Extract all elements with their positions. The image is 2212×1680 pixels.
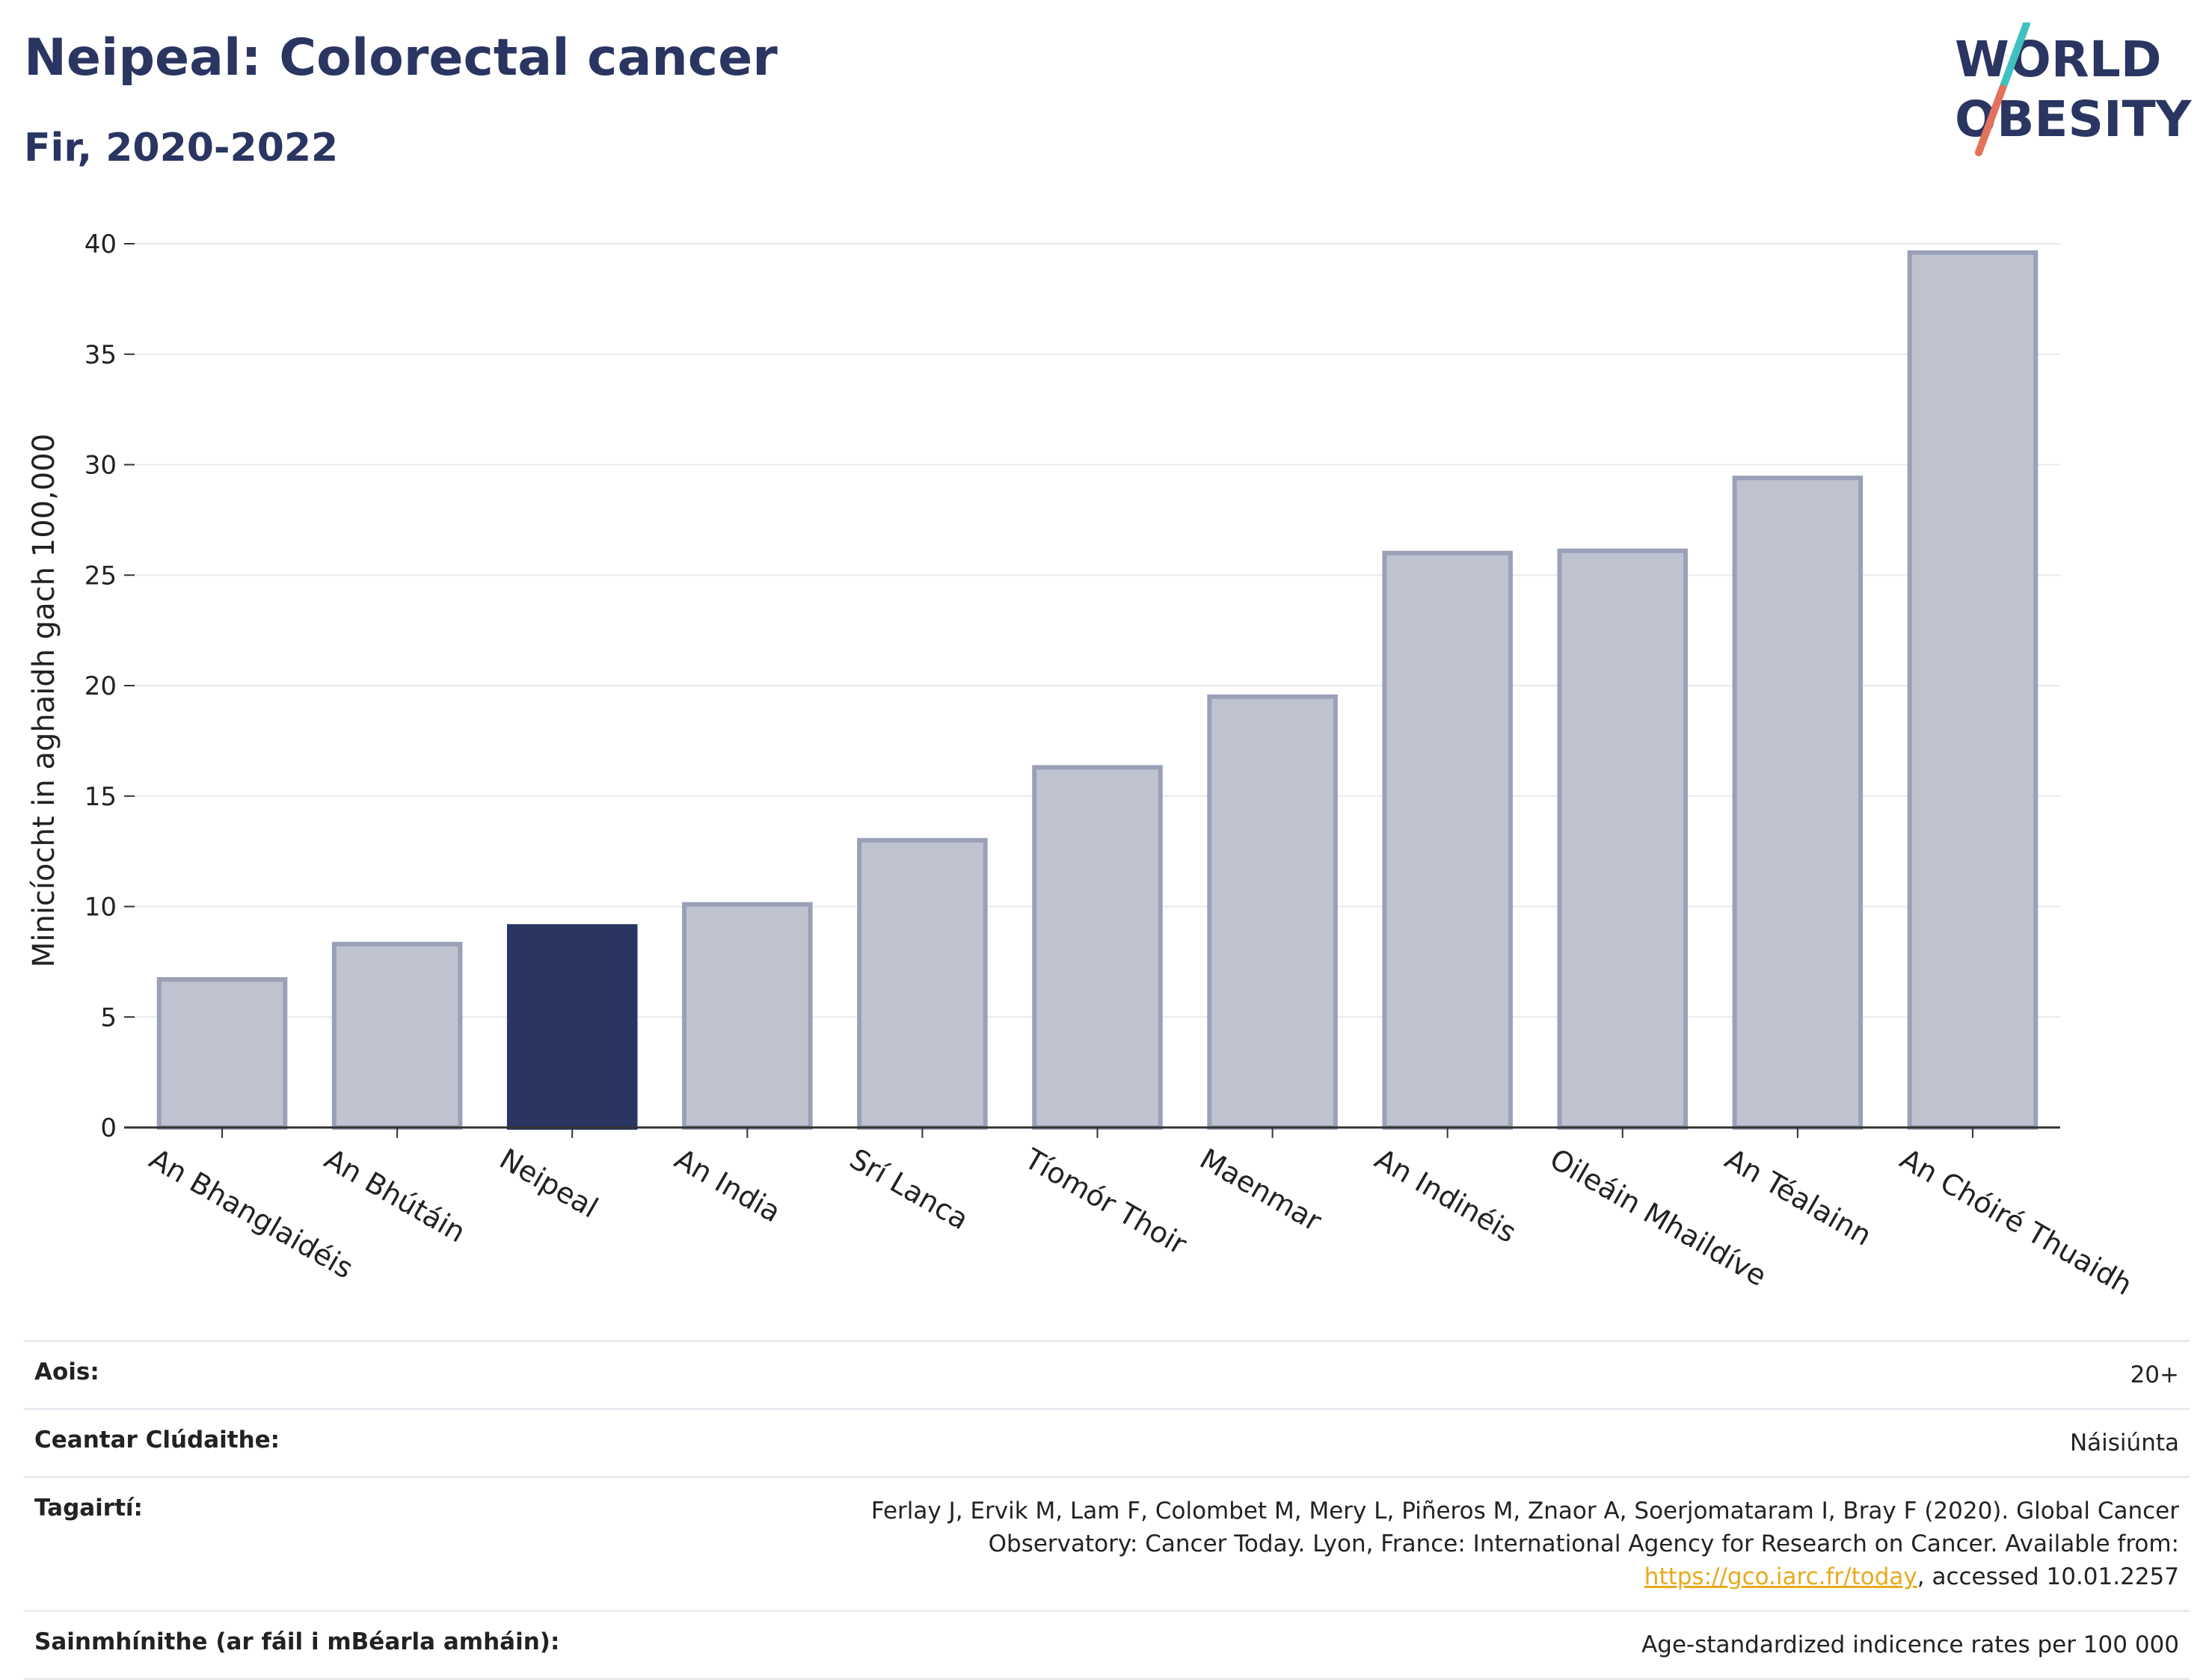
bar bbox=[857, 837, 988, 1130]
chart-subtitle: Fir, 2020-2022 bbox=[24, 126, 339, 170]
references-accessed: , accessed 10.01.2257 bbox=[1917, 1563, 2179, 1590]
y-tick-label: 25 bbox=[85, 561, 117, 591]
x-tick-label: Neipeal bbox=[494, 1142, 603, 1225]
x-tick-label: An Téalainn bbox=[1719, 1142, 1877, 1252]
x-tick-label: An Bhútáin bbox=[319, 1142, 471, 1249]
bar bbox=[682, 902, 813, 1130]
chart-title: Neipeal: Colorectal cancer bbox=[24, 28, 778, 87]
logo-slash-coral bbox=[1975, 84, 2006, 156]
bar bbox=[1557, 548, 1689, 1130]
world-obesity-logo: WORLD OBESITY bbox=[1955, 22, 2193, 156]
coverage-label: Ceantar Clúdaithe: bbox=[24, 1408, 718, 1477]
y-tick-label: 5 bbox=[100, 1003, 117, 1033]
bar bbox=[156, 977, 288, 1130]
x-tick-label: Tíomór Thoir bbox=[1019, 1142, 1193, 1261]
bar bbox=[1382, 550, 1513, 1130]
info-row-coverage: Ceantar Clúdaithe: Náisiúnta bbox=[24, 1408, 2190, 1477]
bar bbox=[1207, 694, 1338, 1130]
info-table: Aois: 20+ Ceantar Clúdaithe: Náisiúnta T… bbox=[24, 1340, 2190, 1680]
references-link[interactable]: https://gco.iarc.fr/today bbox=[1644, 1563, 1917, 1590]
logo-line1: WORLD bbox=[1955, 31, 2162, 88]
info-row-definitions: Sainmhínithe (ar fáil i mBéarla amháin):… bbox=[24, 1610, 2190, 1680]
y-tick-label: 0 bbox=[100, 1113, 117, 1143]
y-tick-label: 10 bbox=[85, 893, 117, 923]
info-row-age: Aois: 20+ bbox=[24, 1340, 2190, 1409]
bar bbox=[331, 941, 463, 1130]
x-tick-label: An India bbox=[669, 1142, 787, 1229]
bar-highlight bbox=[506, 924, 638, 1130]
y-tick-label: 15 bbox=[85, 782, 117, 812]
bar bbox=[1907, 250, 2039, 1130]
definitions-value: Age-standardized indicence rates per 100… bbox=[718, 1610, 2190, 1680]
y-axis-label: Minicíocht in aghaidh gach 100,000 bbox=[27, 434, 61, 967]
y-tick-label: 35 bbox=[85, 340, 117, 370]
age-value: 20+ bbox=[718, 1340, 2190, 1409]
bars bbox=[156, 250, 2039, 1130]
bar bbox=[1032, 765, 1163, 1130]
x-tick-label: Srí Lanca bbox=[844, 1142, 974, 1237]
x-tick-label: An Chóiré Thuaidh bbox=[1894, 1142, 2137, 1302]
references-value: Ferlay J, Ervik M, Lam F, Colombet M, Me… bbox=[718, 1476, 2190, 1611]
references-text: Ferlay J, Ervik M, Lam F, Colombet M, Me… bbox=[870, 1498, 2179, 1557]
logo-slash-teal bbox=[1999, 22, 2030, 92]
bar bbox=[1732, 476, 1864, 1130]
definitions-label: Sainmhínithe (ar fáil i mBéarla amháin): bbox=[24, 1610, 718, 1680]
references-label: Tagairtí: bbox=[24, 1476, 718, 1611]
x-tick-label: Maenmar bbox=[1194, 1142, 1327, 1238]
y-tick-label: 20 bbox=[85, 671, 117, 701]
y-tick-label: 30 bbox=[85, 451, 117, 481]
x-tick-label: An Indinéis bbox=[1369, 1142, 1522, 1249]
age-label: Aois: bbox=[24, 1340, 718, 1409]
info-row-references: Tagairtí: Ferlay J, Ervik M, Lam F, Colo… bbox=[24, 1476, 2190, 1611]
coverage-value: Náisiúnta bbox=[718, 1408, 2190, 1477]
y-tick-label: 40 bbox=[85, 230, 117, 259]
